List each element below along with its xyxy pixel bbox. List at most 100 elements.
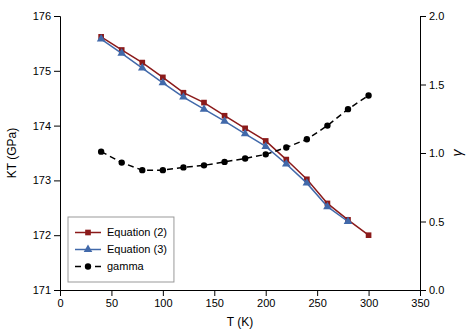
point bbox=[242, 155, 248, 161]
tick-label: 350 bbox=[411, 297, 429, 309]
series bbox=[98, 34, 371, 238]
point bbox=[201, 162, 207, 168]
point bbox=[263, 151, 269, 157]
point bbox=[179, 92, 188, 99]
legend-label: Equation (2) bbox=[107, 226, 167, 238]
series bbox=[98, 92, 372, 173]
legend-item: Equation (3) bbox=[75, 243, 167, 255]
point bbox=[180, 164, 186, 170]
x-axis: 0 50 100 150 200 250 300 350 bbox=[57, 290, 429, 309]
point bbox=[365, 92, 371, 98]
point bbox=[323, 202, 332, 209]
legend-label: gamma bbox=[107, 260, 145, 272]
point bbox=[282, 159, 291, 166]
tick-mark bbox=[266, 290, 267, 296]
legend-label: Equation (3) bbox=[107, 243, 167, 255]
legend-item: Equation (2) bbox=[75, 226, 167, 238]
tick-mark bbox=[54, 235, 60, 236]
tick: 0.0 bbox=[420, 284, 444, 296]
point bbox=[139, 167, 145, 173]
legend: Equation (2) Equation (3) gamma bbox=[68, 217, 174, 282]
point bbox=[303, 178, 312, 185]
point bbox=[283, 144, 289, 150]
tick-label: 175 bbox=[33, 65, 51, 77]
point bbox=[98, 148, 104, 154]
series-line bbox=[101, 95, 368, 170]
legend-marker bbox=[85, 230, 91, 236]
tick-mark bbox=[420, 222, 426, 223]
y2-axis-title: γ bbox=[449, 149, 465, 157]
tick-label: 174 bbox=[33, 120, 51, 132]
tick: 174 bbox=[33, 120, 60, 132]
tick-label: 0 bbox=[57, 297, 63, 309]
point bbox=[119, 159, 125, 165]
tick: 173 bbox=[33, 174, 60, 186]
tick-label: 150 bbox=[206, 297, 224, 309]
y-axis-title: KT (GPa) bbox=[5, 128, 19, 178]
tick-label: 50 bbox=[106, 297, 118, 309]
tick: 2.0 bbox=[420, 10, 444, 22]
x-axis-title: T (K) bbox=[227, 315, 253, 329]
legend-box bbox=[68, 217, 174, 282]
point bbox=[117, 48, 126, 55]
series-line bbox=[101, 39, 348, 221]
point bbox=[366, 232, 372, 238]
tick-label: 0.5 bbox=[429, 216, 444, 228]
tick: 1.5 bbox=[420, 79, 444, 91]
plot: 0501001502002503003501711721731741751760… bbox=[5, 10, 465, 329]
tick-mark bbox=[420, 153, 426, 154]
tick-mark bbox=[420, 290, 426, 291]
tick: 1.0 bbox=[420, 147, 444, 159]
tick-mark bbox=[163, 290, 164, 296]
tick: 350 bbox=[411, 290, 429, 309]
tick: 300 bbox=[360, 290, 378, 309]
tick: 171 bbox=[33, 284, 60, 296]
legend-item: gamma bbox=[75, 260, 145, 272]
point bbox=[221, 159, 227, 165]
marks bbox=[97, 34, 372, 238]
y2-axis: 0.0 0.5 1.0 1.5 2.0 bbox=[420, 10, 444, 296]
tick-label: 173 bbox=[33, 174, 51, 186]
tick-mark bbox=[54, 180, 60, 181]
tick-label: 2.0 bbox=[429, 10, 444, 22]
point bbox=[304, 136, 310, 142]
point bbox=[241, 129, 250, 136]
point bbox=[324, 122, 330, 128]
point bbox=[261, 141, 270, 148]
legend-marker bbox=[84, 245, 93, 252]
tick-mark bbox=[54, 71, 60, 72]
tick: 200 bbox=[257, 290, 275, 309]
axis-line bbox=[61, 291, 421, 297]
tick-mark bbox=[54, 290, 60, 291]
tick-mark bbox=[317, 290, 318, 296]
point bbox=[160, 167, 166, 173]
tick: 0 bbox=[57, 290, 63, 309]
tick: 250 bbox=[308, 290, 326, 309]
tick: 0.5 bbox=[420, 216, 444, 228]
tick: 150 bbox=[206, 290, 224, 309]
tick: 100 bbox=[154, 290, 172, 309]
tick-label: 1.5 bbox=[429, 79, 444, 91]
tick-mark bbox=[54, 16, 60, 17]
tick: 50 bbox=[106, 290, 118, 309]
series-line bbox=[101, 37, 368, 235]
tick-label: 171 bbox=[33, 284, 51, 296]
tick: 172 bbox=[33, 229, 60, 241]
axis-line bbox=[421, 17, 427, 291]
tick-label: 200 bbox=[257, 297, 275, 309]
tick-mark bbox=[214, 290, 215, 296]
chart: 0501001502002503003501711721731741751760… bbox=[0, 0, 474, 334]
axis-line bbox=[54, 17, 61, 291]
tick-label: 300 bbox=[360, 297, 378, 309]
tick-label: 1.0 bbox=[429, 147, 444, 159]
tick: 175 bbox=[33, 65, 60, 77]
point bbox=[220, 116, 229, 123]
tick-label: 250 bbox=[308, 297, 326, 309]
tick-mark bbox=[369, 290, 370, 296]
point bbox=[200, 104, 209, 111]
point bbox=[97, 34, 106, 41]
legend-marker bbox=[85, 263, 91, 269]
tick-mark bbox=[420, 85, 426, 86]
tick-mark bbox=[111, 290, 112, 296]
tick-label: 172 bbox=[33, 229, 51, 241]
